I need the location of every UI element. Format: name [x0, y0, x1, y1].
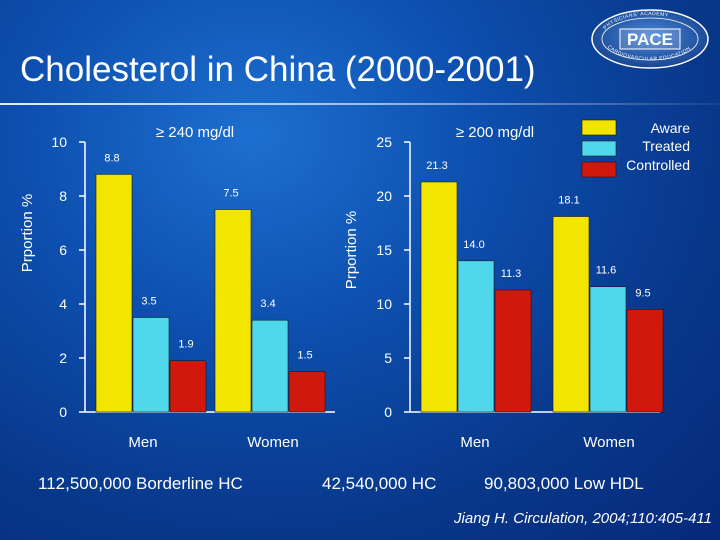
bar-treated-women — [589, 286, 627, 413]
y-tick-label: 2 — [59, 350, 67, 366]
y-tick-label: 10 — [51, 134, 67, 150]
y-tick-label: 0 — [59, 404, 67, 420]
bar-controlled-men — [494, 289, 532, 413]
bar-aware-women — [552, 216, 590, 413]
y-tick-label: 5 — [384, 350, 392, 366]
y-axis-label: Prportion % — [343, 211, 360, 289]
bar-treated-men — [132, 317, 170, 413]
y-tick-label: 20 — [376, 188, 392, 204]
data-label-controlled: 1.5 — [297, 350, 312, 362]
y-tick-label: 8 — [59, 188, 67, 204]
x-category-label: Women — [583, 434, 634, 451]
data-label-treated: 11.6 — [596, 265, 617, 277]
legend-label-controlled: Controlled — [626, 157, 690, 173]
data-label-controlled: 11.3 — [501, 268, 522, 280]
chart-panel-1: 0 2 4 6 8 10 Prportion % ≥ 240 mg/dl Men Women 8.8… — [19, 124, 335, 451]
data-label-controlled: 9.5 — [635, 287, 650, 299]
bar-treated-men — [457, 260, 495, 413]
legend-swatch-aware — [581, 119, 617, 136]
title-divider — [0, 103, 720, 105]
bar-aware-men — [95, 174, 133, 413]
data-label-controlled: 1.9 — [178, 339, 193, 351]
chart-panel-2: 0 5 10 15 20 25 Prportion % ≥ 200 mg/dl Men Women… — [343, 124, 664, 451]
bar-treated-women — [251, 319, 289, 413]
y-tick-label: 4 — [59, 296, 67, 312]
y-tick-label: 25 — [376, 134, 392, 150]
data-label-treated: 14.0 — [463, 239, 484, 251]
bar-controlled-women — [288, 371, 326, 413]
bar-aware-women — [214, 209, 252, 413]
legend-item-controlled: Controlled — [626, 157, 690, 173]
x-category-label: Men — [128, 434, 157, 451]
legend-item-treated: Treated — [642, 138, 690, 154]
data-label-aware: 21.3 — [426, 160, 447, 172]
citation: Jiang H. Circulation, 2004;110:405-411 — [454, 510, 712, 527]
y-axis-label: Prportion % — [19, 194, 36, 272]
chart-title: ≥ 240 mg/dl — [156, 124, 234, 141]
legend-label-treated: Treated — [642, 138, 690, 154]
y-tick-label: 6 — [59, 242, 67, 258]
legend-swatches — [581, 119, 617, 178]
bar-aware-men — [420, 181, 458, 413]
legend-label-aware: Aware — [650, 120, 690, 136]
y-tick-label: 10 — [376, 296, 392, 312]
legend-swatch-treated — [581, 140, 617, 157]
caption-low-hdl: 90,803,000 Low HDL — [484, 474, 644, 493]
legend: Aware Treated Controlled — [582, 120, 712, 180]
data-label-treated: 3.4 — [260, 298, 275, 310]
caption-borderline-hc: 112,500,000 Borderline HC — [38, 474, 243, 493]
y-tick-label: 0 — [384, 404, 392, 420]
legend-item-aware: Aware — [651, 120, 690, 136]
caption-hc: 42,540,000 HC — [322, 474, 437, 493]
pace-logo: PHYSICIANS' ACADEMY CARDIOVASCULAR EDUCA… — [591, 9, 709, 69]
logo-wordmark: PACE — [627, 30, 673, 49]
legend-swatch-controlled — [581, 161, 617, 178]
x-category-label: Men — [460, 434, 489, 451]
data-label-aware: 18.1 — [558, 195, 579, 207]
data-label-aware: 7.5 — [223, 188, 238, 200]
data-label-aware: 8.8 — [104, 152, 119, 164]
bar-controlled-men — [169, 360, 207, 413]
bar-controlled-women — [626, 309, 664, 413]
slide-title: Cholesterol in China (2000-2001) — [20, 50, 536, 89]
x-category-label: Women — [247, 434, 298, 451]
data-label-treated: 3.5 — [141, 296, 156, 308]
y-tick-label: 15 — [376, 242, 392, 258]
chart-title: ≥ 200 mg/dl — [456, 124, 534, 141]
